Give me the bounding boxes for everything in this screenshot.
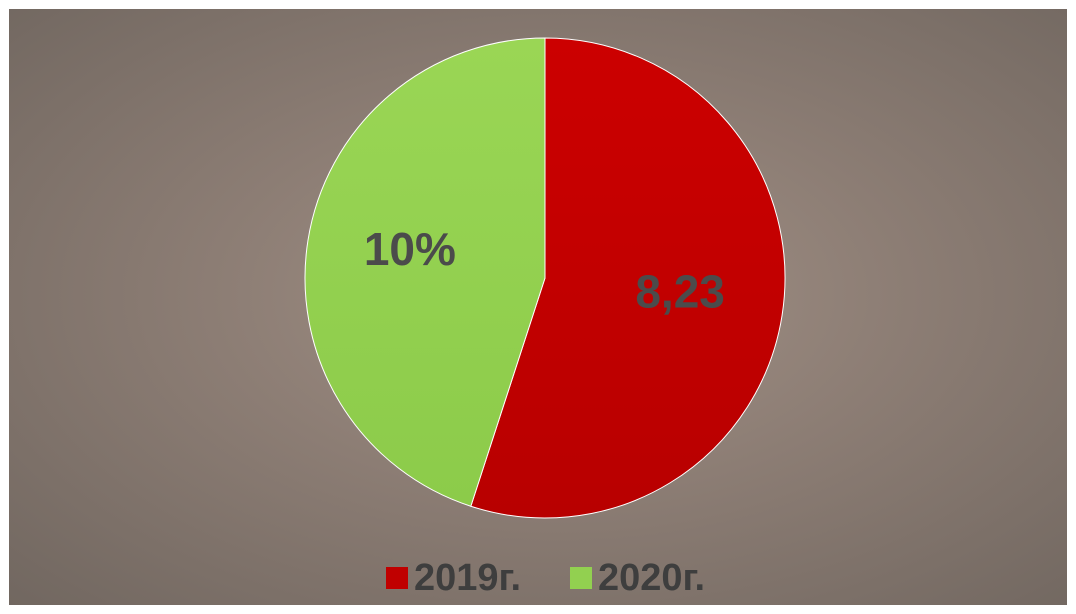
legend-swatch-1 [386,567,408,589]
pie-chart: 8,23 10% 2019г. 2020г. [304,37,786,599]
pie-slice-1 [470,37,786,519]
chart-area: 8,23 10% 2019г. 2020г. [9,9,1067,605]
data-label-1: 8,23 [635,266,725,318]
legend-label-1: 2019г. [414,557,521,599]
legend-label-2: 2020г. [598,557,705,599]
data-label-2: 10% [364,223,456,275]
legend-swatch-2 [570,567,592,589]
pie-slice-2 [304,37,546,507]
